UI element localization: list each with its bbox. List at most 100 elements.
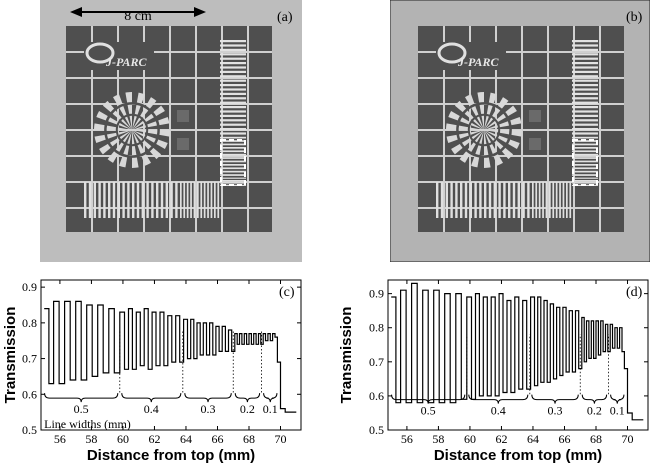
pattern-line — [207, 182, 209, 218]
star-spoke — [465, 94, 484, 130]
pattern-line — [220, 167, 246, 170]
group-brace — [610, 394, 625, 404]
star-spoke — [484, 105, 517, 130]
pattern-line — [527, 182, 530, 218]
pattern-line — [572, 140, 598, 142]
star-spoke — [132, 130, 170, 137]
pattern-line — [220, 84, 246, 87]
star-spoke — [125, 92, 132, 130]
y-tick-label: 0.5 — [22, 423, 37, 437]
plot-frame — [40, 279, 302, 431]
group-label: 0.2 — [240, 402, 255, 416]
logo-backdrop — [84, 42, 154, 70]
pattern-line — [572, 75, 598, 78]
pattern-line — [572, 164, 598, 166]
pattern-line — [460, 182, 463, 218]
pattern-line — [220, 101, 246, 104]
group-label: 0.3 — [548, 404, 563, 418]
star-spoke — [132, 130, 162, 160]
pattern-line — [220, 147, 246, 149]
group-brace — [531, 394, 579, 404]
star-spoke — [484, 97, 509, 130]
star-ring — [104, 102, 160, 158]
pattern-line — [538, 182, 541, 218]
star-spoke — [107, 130, 132, 163]
pattern-line — [220, 53, 246, 56]
y-tick-label: 0.8 — [369, 321, 384, 335]
star-spoke — [94, 123, 132, 130]
horizontal-line-pattern — [84, 182, 220, 218]
pattern-line — [132, 182, 135, 218]
star-spoke — [471, 130, 484, 168]
x-tick-label: 68 — [590, 432, 602, 446]
pattern-line — [436, 182, 439, 218]
pattern-line — [474, 182, 477, 218]
panel-tag: (c) — [279, 285, 295, 300]
star-spoke — [484, 130, 520, 149]
pattern-line — [572, 132, 598, 135]
pattern-line — [186, 182, 189, 218]
star-spoke — [94, 130, 132, 143]
pattern-line — [572, 40, 598, 43]
star-spoke — [454, 100, 484, 130]
pattern-line — [200, 182, 203, 218]
pattern-line — [572, 150, 598, 153]
group-label: 0.2 — [587, 404, 602, 418]
pattern-line — [220, 75, 246, 78]
x-tick-label: 64 — [527, 432, 539, 446]
logo-backdrop — [436, 42, 506, 70]
x-axis-label: Distance from top (mm) — [87, 447, 255, 464]
x-tick-label: 68 — [243, 432, 255, 446]
logo-swirl — [437, 42, 467, 64]
pattern-line — [220, 97, 246, 100]
group-brace — [234, 393, 261, 403]
pattern-line — [220, 143, 246, 146]
x-tick-label: 66 — [211, 432, 223, 446]
pattern-line — [170, 182, 173, 218]
star-spoke — [113, 94, 132, 130]
square-marker — [177, 138, 189, 150]
pattern-line — [522, 182, 525, 218]
pattern-line — [562, 182, 565, 218]
x-tick-label: 62 — [148, 432, 160, 446]
pattern-line — [488, 182, 492, 218]
star-spoke — [451, 130, 484, 155]
pattern-line — [572, 92, 598, 95]
y-axis-label: Transmission — [2, 307, 19, 404]
pattern-line — [549, 182, 551, 218]
star-spoke — [484, 92, 497, 130]
transmission-trace — [44, 300, 297, 413]
y-tick-label: 0.9 — [369, 287, 384, 301]
pattern-line — [572, 177, 598, 179]
pattern-line — [572, 88, 598, 91]
pattern-line — [445, 182, 448, 218]
group-brace — [263, 393, 278, 403]
pattern-line — [220, 132, 246, 135]
pattern-line — [572, 97, 598, 100]
pattern-line — [572, 147, 598, 149]
pattern-line — [572, 101, 598, 104]
radiograph-a: J-PARC 8 cm (a) — [40, 0, 302, 262]
pattern-line — [214, 182, 216, 218]
pattern-line — [517, 182, 520, 218]
pattern-line — [220, 150, 246, 153]
radiograph-b: J-PARC (b) — [390, 0, 650, 262]
star-spoke — [132, 92, 145, 130]
pattern-line — [220, 140, 246, 142]
logo-text: J-PARC — [105, 55, 147, 69]
pattern-line — [464, 182, 468, 218]
pattern-line — [117, 182, 120, 218]
star-spoke — [459, 130, 484, 163]
pattern-line — [440, 182, 444, 218]
pattern-line — [217, 182, 220, 218]
pattern-line — [220, 40, 246, 43]
pattern-line — [141, 182, 144, 218]
transmission-chart-c: 56 58 60 62 64 66 68 70 0.5 0.6 0.7 0.8 0.9 0.5 0.4 0.3… — [2, 279, 302, 464]
pattern-line — [572, 48, 598, 51]
transmission-chart-d: 56 58 60 62 64 66 68 70 0.5 0.6 0.7 0.8 0.9 0.5 0.4 0.3… — [338, 279, 649, 464]
pattern-line — [572, 79, 598, 82]
star-spoke — [446, 130, 484, 143]
pattern-line — [559, 182, 561, 218]
group-brace — [44, 393, 119, 403]
transmission-trace — [391, 282, 644, 421]
